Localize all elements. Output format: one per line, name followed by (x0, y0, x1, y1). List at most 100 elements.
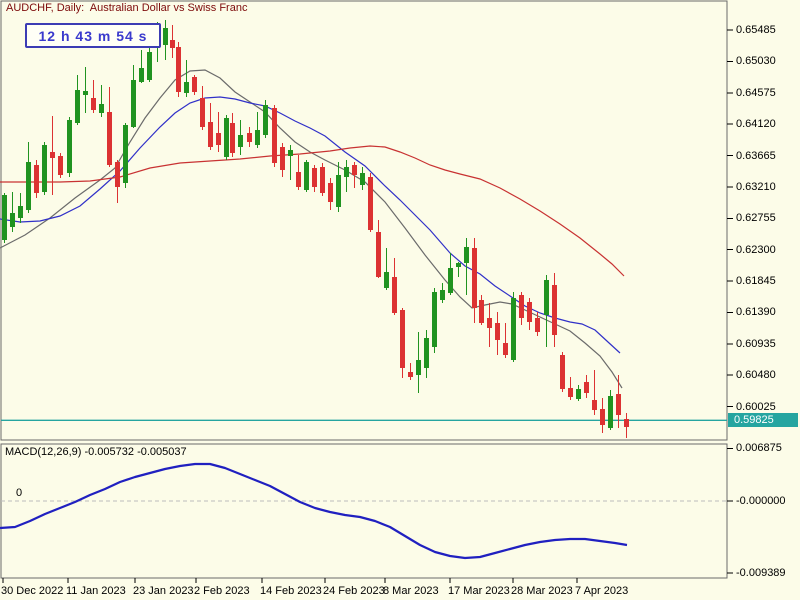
candle-body (170, 40, 175, 48)
candle-body (376, 232, 381, 277)
candle-body (352, 165, 357, 175)
candle-body (255, 130, 260, 145)
macd-zero-level-label: 0 (16, 487, 23, 499)
candle-body (487, 318, 492, 328)
candle-body (192, 77, 197, 92)
candle-body (288, 150, 293, 156)
candle-body (600, 409, 605, 425)
price-tick-label: 0.60025 (736, 400, 776, 413)
candle-body (115, 162, 120, 187)
candle-body (184, 82, 189, 93)
candle-body (147, 52, 152, 80)
candle-body (584, 382, 589, 393)
candle-body (296, 172, 301, 187)
date-tick-label: 28 Mar 2023 (511, 585, 573, 597)
candle-body (247, 133, 252, 142)
candle-body (527, 302, 532, 322)
price-tick-label: 0.65485 (736, 24, 776, 36)
date-tick-label: 7 Apr 2023 (575, 585, 629, 597)
candle-body (2, 195, 7, 240)
candle-countdown-timer: 12 h 43 m 54 s (25, 23, 161, 48)
candle-body (320, 167, 325, 193)
candle-body (163, 28, 168, 45)
candle-body (495, 323, 500, 340)
main-chart-panel-border (0, 0, 728, 441)
candle-body (464, 247, 469, 263)
candle-body (75, 90, 80, 123)
candle-body (440, 290, 445, 300)
candle-body (511, 298, 516, 360)
candle-body (328, 183, 333, 202)
candle-body (479, 300, 484, 323)
candle-body (91, 98, 96, 110)
candle-body (344, 167, 349, 177)
macd-tick-label: -0.009389 (736, 566, 786, 579)
candle-body (472, 248, 477, 308)
candle-body (10, 213, 15, 227)
candle-body (544, 280, 549, 315)
price-tick-label: 0.60935 (736, 337, 776, 350)
candle-body (107, 112, 112, 165)
candle-body (216, 133, 221, 145)
price-tick-label: 0.62300 (736, 243, 776, 256)
candle-body (50, 152, 55, 158)
macd-tick-label: 0.006875 (736, 442, 782, 455)
candle-body (400, 310, 405, 368)
price-tick-label: 0.65030 (736, 55, 776, 68)
candle-body (272, 108, 277, 163)
ma-fast-gray-line (0, 69, 623, 389)
price-tick-label: 0.60480 (736, 369, 776, 382)
price-tick-label: 0.63210 (736, 180, 776, 193)
date-tick-label: 14 Feb 2023 (260, 585, 322, 597)
candle-body (58, 156, 63, 175)
date-tick-label: 11 Jan 2023 (66, 585, 126, 597)
date-tick-label: 30 Dec 2022 (1, 585, 64, 597)
price-tick-label: 0.61390 (736, 306, 776, 319)
candle-body (448, 268, 453, 293)
candle-body (608, 396, 613, 428)
price-tick-label: 0.62755 (736, 212, 776, 225)
candle-body (238, 135, 243, 147)
candle-body (67, 120, 72, 173)
candle-body (616, 394, 621, 415)
date-tick-label: 24 Feb 2023 (323, 585, 385, 597)
price-tick-label: 0.63665 (736, 149, 776, 162)
candle-body (139, 68, 144, 82)
candle-body (560, 355, 565, 389)
price-tick-label: 0.64120 (736, 118, 776, 131)
candle-body (624, 419, 629, 427)
candle-body (42, 145, 47, 192)
candle-body (424, 338, 429, 368)
candle-body (384, 272, 389, 288)
candle-body (519, 295, 524, 318)
candle-body (208, 122, 213, 147)
macd-tick-label: -0.000000 (736, 495, 786, 507)
candle-body (83, 91, 88, 95)
current-price-badge: 0.59825 (728, 413, 798, 428)
candle-body (568, 388, 573, 397)
candle-body (336, 175, 341, 207)
candle-body (280, 147, 285, 170)
candle-body (368, 177, 373, 230)
macd-indicator-label: MACD(12,26,9) -0.005732 -0.005037 (5, 446, 187, 458)
candle-body (34, 165, 39, 193)
date-tick-label: 17 Mar 2023 (448, 585, 510, 597)
candle-body (535, 318, 540, 332)
candle-body (263, 105, 268, 135)
ma-slow-red-line (0, 145, 625, 277)
date-tick-label: 23 Jan 2023 (133, 585, 194, 597)
candle-body (360, 173, 365, 185)
candle-body (26, 162, 31, 210)
timer-text: 12 h 43 m 54 s (38, 27, 148, 44)
candle-body (408, 372, 413, 377)
symbol-title: AUDCHF, Daily: Australian Dollar vs Swis… (6, 2, 248, 14)
price-tick-label: 0.64575 (736, 86, 776, 99)
candle-body (131, 80, 136, 127)
candle-body (592, 400, 597, 410)
candle-body (416, 360, 421, 375)
candle-body (123, 125, 128, 183)
candle-body (503, 343, 508, 355)
candle-body (18, 206, 23, 218)
